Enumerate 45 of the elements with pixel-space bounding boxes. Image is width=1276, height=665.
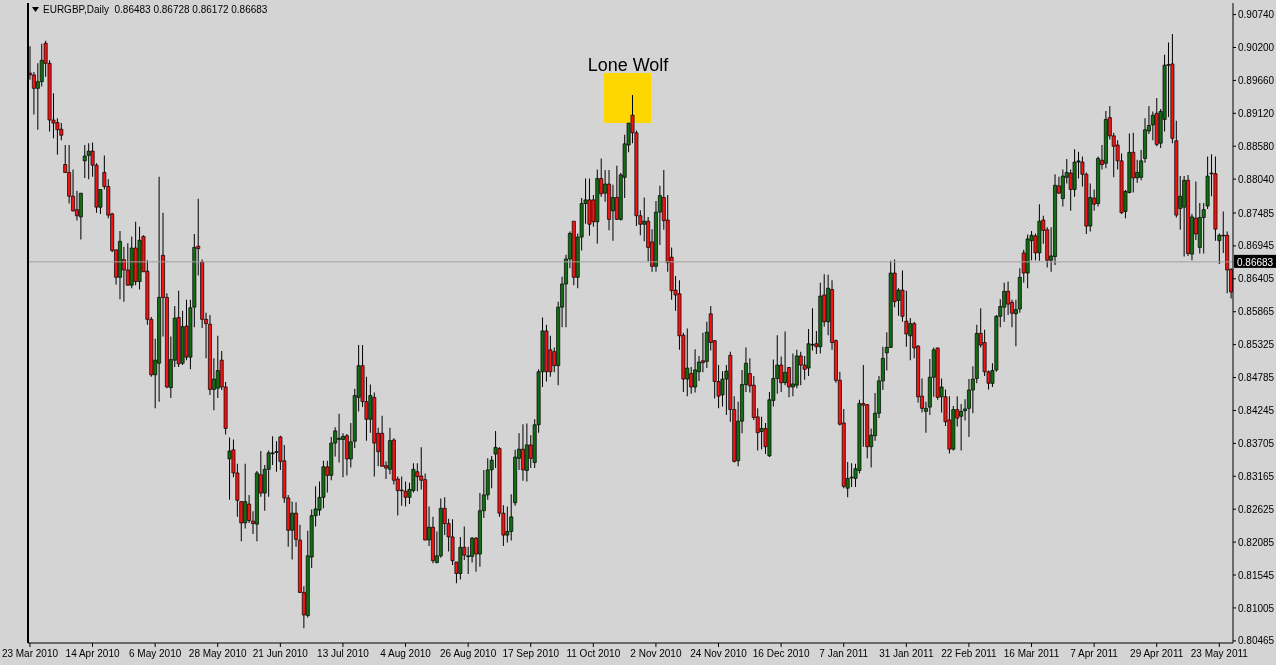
candlestick: [399, 476, 404, 506]
y-tick-label: 0.85325: [1238, 339, 1275, 351]
y-tick-label: 0.86405: [1238, 273, 1275, 285]
y-tick-label: 0.85865: [1238, 306, 1275, 318]
x-tick-label: 14 Apr 2010: [65, 648, 120, 659]
x-tick-label: 28 May 2010: [188, 648, 248, 659]
x-tick-label: 22 Feb 2011: [941, 648, 998, 659]
x-tick-label: 24 Nov 2010: [690, 648, 748, 659]
y-tick-label: 0.86945: [1238, 240, 1275, 252]
y-tick-label: 0.81005: [1238, 602, 1275, 614]
x-tick-label: 7 Apr 2011: [1070, 648, 1119, 659]
x-tick-label: 7 Jan 2011: [819, 648, 869, 659]
y-tick-label: 0.81545: [1238, 569, 1275, 581]
x-tick-label: 4 Aug 2010: [380, 648, 432, 659]
x-tick-label: 6 May 2010: [129, 648, 182, 659]
y-tick-label: 0.88580: [1238, 140, 1275, 152]
x-tick-label: 11 Oct 2010: [566, 648, 621, 659]
y-tick-label: 0.83705: [1238, 437, 1275, 449]
x-tick-label: 16 Mar 2011: [1003, 648, 1060, 659]
x-tick-label: 26 Aug 2010: [440, 648, 497, 659]
x-tick-label: 16 Dec 2010: [752, 648, 810, 659]
x-tick-label: 31 Jan 2011: [879, 648, 934, 659]
chart-title: EURGBP,Daily 0.86483 0.86728 0.86172 0.86683: [43, 4, 268, 15]
x-tick-label: 2 Nov 2010: [630, 648, 682, 659]
x-tick-label: 17 Sep 2010: [502, 648, 560, 659]
y-tick-label: 0.80465: [1238, 635, 1275, 647]
y-tick-label: 0.87485: [1238, 207, 1275, 219]
x-tick-label: 23 May 2011: [1190, 648, 1249, 659]
annotation: Lone Wolf: [586, 55, 670, 76]
y-tick-label: 0.88040: [1238, 173, 1275, 185]
y-tick-label: 0.89120: [1238, 107, 1275, 119]
ref-line-label: 0.86683: [1237, 256, 1274, 268]
y-tick-label: 0.83165: [1238, 470, 1275, 482]
candlestick: [337, 413, 342, 463]
y-tick-label: 0.90740: [1238, 9, 1275, 21]
x-tick-label: 21 Jun 2010: [252, 648, 309, 659]
y-tick-label: 0.82625: [1238, 503, 1275, 515]
y-tick-label: 0.89660: [1238, 74, 1275, 86]
x-tick-label: 29 Apr 2011: [1130, 648, 1184, 659]
x-tick-label: 23 Mar 2010: [1, 648, 59, 659]
y-tick-label: 0.90200: [1238, 42, 1275, 54]
x-tick-label: 13 Jul 2010: [317, 648, 370, 659]
y-tick-label: 0.82085: [1238, 536, 1275, 548]
y-tick-label: 0.84785: [1238, 372, 1275, 384]
y-tick-label: 0.84245: [1238, 405, 1275, 417]
